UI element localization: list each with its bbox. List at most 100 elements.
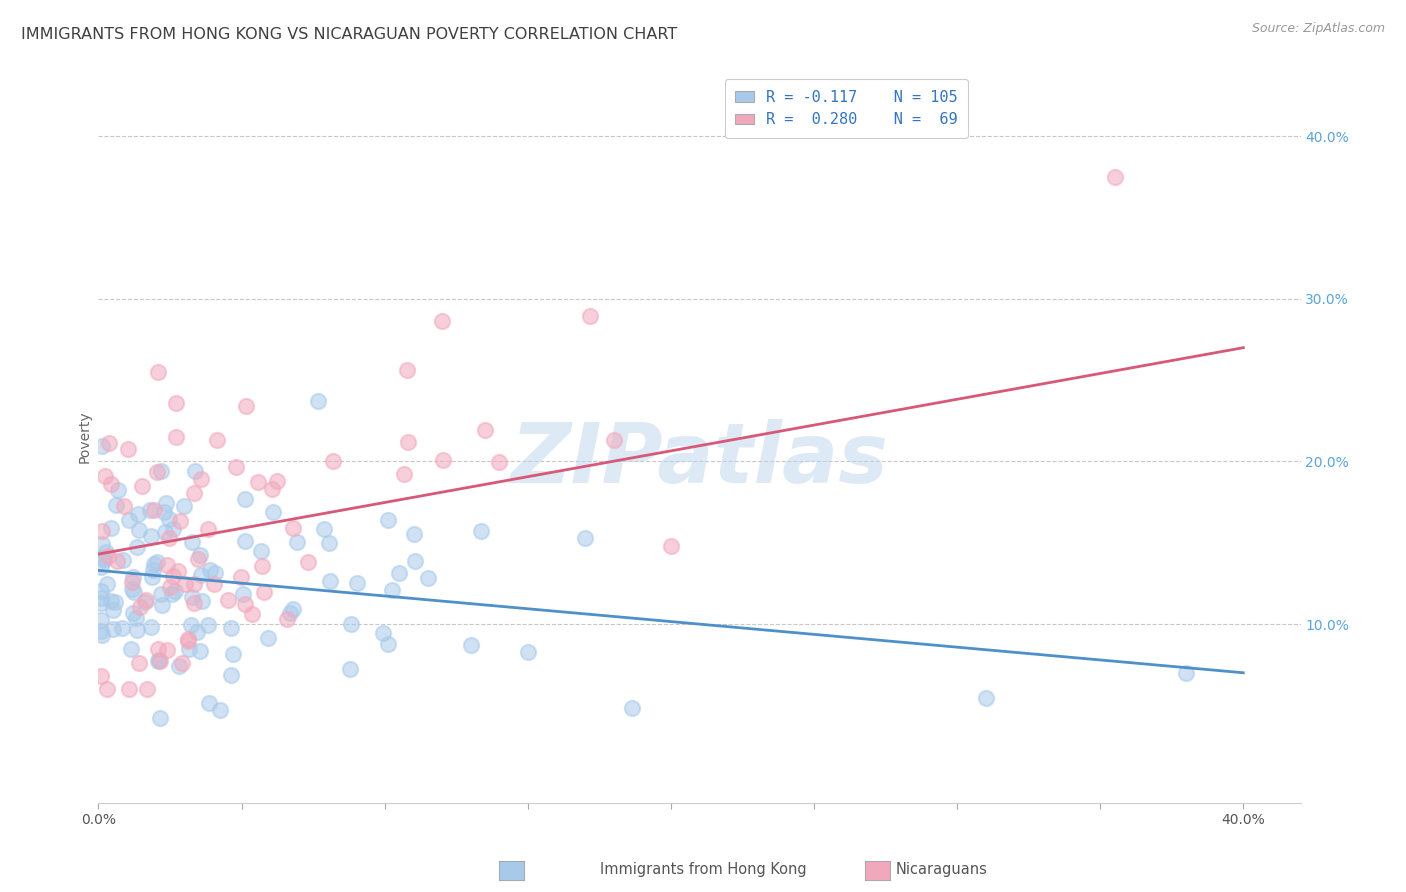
Point bbox=[131, 479, 153, 493]
Point bbox=[188, 549, 211, 563]
Point bbox=[377, 637, 399, 651]
Point bbox=[94, 545, 117, 559]
Point bbox=[488, 455, 510, 469]
Point bbox=[183, 596, 205, 610]
Point bbox=[204, 566, 226, 580]
Point bbox=[150, 464, 173, 478]
Point bbox=[135, 593, 157, 607]
Point bbox=[141, 570, 163, 584]
Point bbox=[974, 690, 997, 705]
Point bbox=[180, 591, 202, 605]
Point bbox=[208, 703, 231, 717]
Point bbox=[219, 667, 242, 681]
Point bbox=[149, 587, 172, 601]
Point bbox=[183, 486, 205, 500]
Point bbox=[371, 626, 394, 640]
Point bbox=[90, 559, 112, 574]
Point bbox=[235, 399, 257, 413]
Point bbox=[460, 638, 482, 652]
Point bbox=[118, 513, 141, 527]
Point bbox=[101, 622, 124, 636]
Point bbox=[225, 460, 247, 475]
Point bbox=[250, 544, 273, 558]
Point bbox=[381, 582, 404, 597]
Point bbox=[122, 606, 145, 620]
Point bbox=[90, 524, 112, 538]
Point bbox=[157, 531, 180, 545]
Point bbox=[138, 503, 160, 517]
Point bbox=[149, 654, 172, 668]
Point bbox=[1175, 665, 1198, 680]
Point bbox=[162, 522, 184, 536]
Point bbox=[187, 552, 209, 566]
Point bbox=[156, 643, 179, 657]
Legend: R = -0.117    N = 105, R =  0.280    N =  69: R = -0.117 N = 105, R = 0.280 N = 69 bbox=[724, 79, 969, 138]
Point bbox=[205, 433, 228, 447]
Point bbox=[173, 499, 195, 513]
Point bbox=[177, 642, 200, 657]
Text: Nicaraguans: Nicaraguans bbox=[896, 863, 988, 877]
Y-axis label: Poverty: Poverty bbox=[77, 411, 91, 463]
Point bbox=[107, 483, 129, 498]
Point bbox=[146, 466, 169, 480]
Point bbox=[142, 557, 165, 571]
Point bbox=[149, 711, 172, 725]
Point bbox=[105, 554, 128, 568]
Point bbox=[162, 569, 184, 583]
Point bbox=[104, 595, 127, 609]
Point bbox=[104, 498, 127, 512]
Point bbox=[174, 577, 197, 591]
Point bbox=[377, 513, 399, 527]
Point bbox=[121, 582, 143, 596]
Point bbox=[659, 539, 682, 553]
Point bbox=[155, 495, 177, 509]
Point bbox=[150, 599, 173, 613]
Point bbox=[121, 569, 143, 583]
Point bbox=[165, 430, 187, 444]
Point bbox=[159, 581, 181, 595]
Point bbox=[180, 535, 202, 549]
Point bbox=[404, 554, 426, 568]
Point bbox=[148, 652, 170, 666]
Point bbox=[93, 553, 115, 567]
Point bbox=[318, 535, 340, 549]
Point bbox=[90, 624, 112, 639]
Point bbox=[198, 563, 221, 577]
Point bbox=[166, 564, 188, 578]
Point bbox=[90, 439, 112, 453]
Point bbox=[100, 521, 122, 535]
Point bbox=[240, 607, 263, 621]
Point bbox=[163, 583, 186, 598]
Point bbox=[139, 619, 162, 633]
Point bbox=[322, 454, 344, 468]
Point bbox=[146, 654, 169, 668]
Point bbox=[402, 527, 425, 541]
Point bbox=[183, 577, 205, 591]
Point bbox=[112, 552, 135, 566]
Point bbox=[148, 365, 170, 379]
Point bbox=[127, 507, 149, 521]
Point bbox=[100, 594, 122, 608]
Point bbox=[120, 641, 142, 656]
Point bbox=[1104, 169, 1126, 184]
Point bbox=[285, 534, 308, 549]
Point bbox=[96, 576, 118, 591]
Point bbox=[93, 550, 115, 565]
Point bbox=[146, 641, 169, 656]
Point bbox=[143, 503, 166, 517]
Point bbox=[346, 576, 368, 591]
Point bbox=[432, 453, 454, 467]
Point bbox=[124, 611, 146, 625]
Point bbox=[430, 314, 453, 328]
Point bbox=[253, 585, 276, 599]
Point bbox=[396, 363, 419, 377]
Point bbox=[103, 603, 125, 617]
Point bbox=[165, 396, 187, 410]
Point bbox=[170, 656, 193, 670]
Point bbox=[156, 558, 179, 573]
Point bbox=[319, 574, 342, 589]
Point bbox=[312, 522, 335, 536]
Point bbox=[167, 659, 190, 673]
Point bbox=[157, 511, 180, 525]
Point bbox=[283, 602, 305, 616]
